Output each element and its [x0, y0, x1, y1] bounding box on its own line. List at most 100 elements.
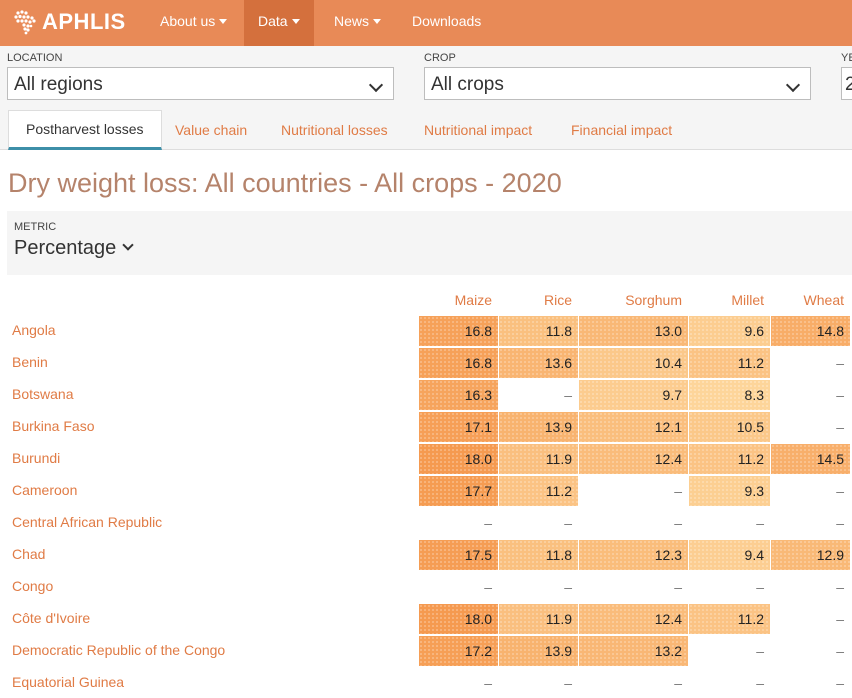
table-cell-value: 17.7: [419, 476, 498, 506]
row-label-country[interactable]: Côte d'Ivoire: [12, 610, 91, 626]
crop-select[interactable]: All crops: [424, 67, 811, 100]
table-cell-empty: –: [674, 515, 682, 531]
table-cell-value: 16.3: [419, 380, 498, 410]
location-select[interactable]: All regions: [7, 67, 394, 100]
table-cell-empty: –: [836, 419, 844, 435]
caret-down-icon: [373, 19, 382, 24]
row-label-country[interactable]: Cameroon: [12, 482, 78, 498]
column-header-sorghum[interactable]: Sorghum: [625, 292, 682, 308]
table-cell-empty: –: [564, 515, 572, 531]
column-header-wheat[interactable]: Wheat: [803, 292, 844, 308]
table-cell-value: 17.5: [419, 540, 498, 570]
table-cell-value: 9.6: [689, 316, 770, 346]
location-select-value: All regions: [14, 74, 103, 95]
table-cell-empty: –: [836, 515, 844, 531]
table-cell-empty: –: [484, 579, 492, 595]
year-select[interactable]: 2: [841, 67, 852, 100]
brand-logo[interactable]: APHLIS: [10, 6, 126, 38]
table-cell-value: 11.9: [499, 444, 578, 474]
row-label-country[interactable]: Angola: [12, 322, 56, 338]
table-cell-empty: –: [836, 387, 844, 403]
row-label-country[interactable]: Chad: [12, 546, 46, 562]
table-cell-empty: –: [756, 675, 764, 691]
table-cell-empty: –: [836, 579, 844, 595]
metric-select[interactable]: Percentage: [14, 237, 134, 260]
metric-select-value: Percentage: [14, 237, 117, 259]
table-cell-value: 11.9: [499, 604, 578, 634]
table-cell-empty: –: [564, 579, 572, 595]
table-cell-empty: –: [836, 611, 844, 627]
table-cell-value: 17.1: [419, 412, 498, 442]
nav-data-label: Data: [258, 13, 288, 29]
table-cell-value: 17.2: [419, 636, 498, 666]
metric-panel: METRIC Percentage: [7, 211, 852, 275]
nav-about-us[interactable]: About us: [146, 0, 241, 46]
table-cell-value: 10.4: [579, 348, 688, 378]
table-cell-empty: –: [836, 643, 844, 659]
nav-about-us-label: About us: [160, 13, 216, 29]
table-cell-value: 9.3: [689, 476, 770, 506]
table-cell-empty: –: [836, 675, 844, 691]
africa-map-icon: [14, 10, 36, 35]
table-cell-value: 12.4: [579, 604, 688, 634]
nav-news[interactable]: News: [320, 0, 395, 46]
row-label-country[interactable]: Democratic Republic of the Congo: [12, 642, 226, 658]
table-cell-value: 12.4: [579, 444, 688, 474]
crop-label: CROP: [424, 52, 456, 64]
row-label-country[interactable]: Burkina Faso: [12, 418, 95, 434]
caret-down-icon: [291, 19, 300, 24]
row-label-country[interactable]: Burundi: [12, 450, 61, 466]
table-cell-empty: –: [484, 515, 492, 531]
row-label-country[interactable]: Central African Republic: [12, 514, 163, 530]
table-cell-empty: –: [674, 579, 682, 595]
nav-downloads[interactable]: Downloads: [398, 0, 495, 46]
tab-postharvest-losses[interactable]: Postharvest losses: [8, 110, 162, 150]
chevron-down-icon: [785, 77, 801, 93]
nav-downloads-label: Downloads: [412, 13, 482, 29]
chevron-down-icon: [122, 239, 134, 251]
year-label: YE: [841, 52, 852, 64]
column-header-rice[interactable]: Rice: [543, 292, 572, 308]
table-cell-value: 16.8: [419, 316, 498, 346]
filter-bar: LOCATION All regions CROP All crops YE 2: [0, 46, 852, 110]
tab-value-chain[interactable]: Value chain: [175, 122, 248, 138]
table-cell-value: 8.3: [689, 380, 770, 410]
table-cell-value: 18.0: [419, 604, 498, 634]
year-select-value: 2: [845, 74, 852, 95]
table-cell-value: 11.2: [689, 604, 770, 634]
table-cell-value: 9.7: [579, 380, 688, 410]
table-cell-value: 14.8: [771, 316, 850, 346]
table-cell-value: 16.8: [419, 348, 498, 378]
table-cell-value: 14.5: [771, 444, 850, 474]
table-cell-empty: –: [564, 675, 572, 691]
column-header-millet[interactable]: Millet: [731, 292, 764, 308]
row-label-country[interactable]: Botswana: [12, 386, 74, 402]
table-cell-value: 13.9: [499, 636, 578, 666]
page-title: Dry weight loss: All countries - All cro…: [8, 168, 562, 198]
table-cell-value: 18.0: [419, 444, 498, 474]
tab-nutritional-impact[interactable]: Nutritional impact: [424, 122, 533, 138]
table-cell-value: 11.2: [689, 444, 770, 474]
nav-news-label: News: [334, 13, 370, 29]
column-header-maize[interactable]: Maize: [454, 292, 492, 308]
row-label-country[interactable]: Equatorial Guinea: [12, 674, 125, 690]
nav-data[interactable]: Data: [244, 0, 314, 46]
table-cell-empty: –: [836, 483, 844, 499]
crop-select-value: All crops: [431, 74, 504, 95]
table-cell-empty: –: [674, 675, 682, 691]
top-navbar: APHLIS About us Data News Downloads: [0, 0, 852, 46]
table-cell-value: 12.3: [579, 540, 688, 570]
table-cell-value: 13.2: [579, 636, 688, 666]
table-cell-value: 11.2: [499, 476, 578, 506]
tab-financial-impact[interactable]: Financial impact: [571, 122, 673, 138]
table-cell-empty: –: [674, 483, 682, 499]
caret-down-icon: [219, 19, 228, 24]
tab-nutritional-losses[interactable]: Nutritional losses: [281, 122, 388, 138]
row-label-country[interactable]: Congo: [12, 578, 54, 594]
table-cell-empty: –: [484, 675, 492, 691]
row-label-country[interactable]: Benin: [12, 354, 48, 370]
brand-name: APHLIS: [42, 9, 126, 34]
table-cell-value: 11.8: [499, 316, 578, 346]
table-cell-empty: –: [564, 387, 572, 403]
metric-label: METRIC: [14, 221, 57, 233]
